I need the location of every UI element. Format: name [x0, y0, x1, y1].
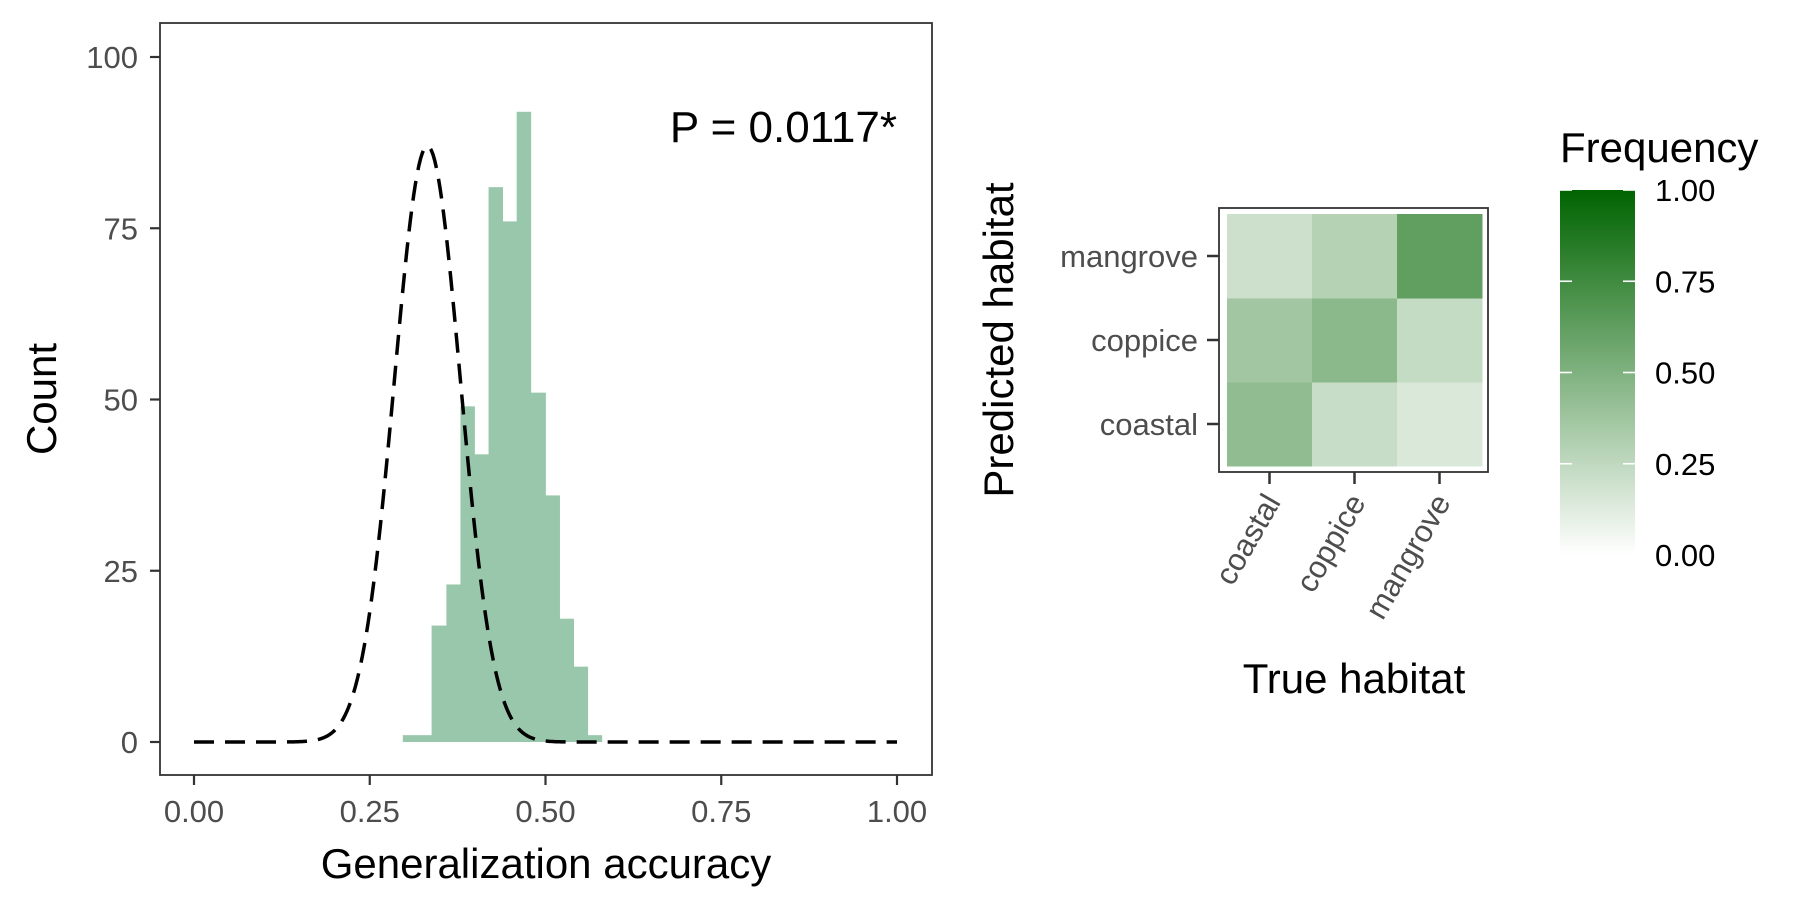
y-tick-label: 25 — [104, 554, 138, 589]
histogram-bar — [502, 221, 518, 742]
histogram-bar — [446, 584, 461, 742]
heatmap-cell — [1397, 298, 1483, 383]
histogram-y-axis: 0 25 50 75 100 — [86, 40, 160, 760]
histogram-x-axis-title: Generalization accuracy — [321, 840, 772, 887]
x-tick-label: 0.00 — [164, 794, 224, 829]
x-tick-label: 0.50 — [515, 794, 575, 829]
y-tick-label: 0 — [121, 725, 138, 760]
y-tick-label: 100 — [86, 40, 138, 75]
heatmap-cell — [1397, 382, 1483, 467]
histogram-bar — [587, 735, 603, 742]
density-curve — [194, 144, 897, 744]
heatmap-cell — [1227, 298, 1313, 383]
legend-tick-label: 0.00 — [1655, 538, 1715, 573]
histogram-bar — [545, 495, 560, 742]
heatmap-y-axis: coastal coppice mangrove — [1060, 239, 1219, 442]
heatmap-y-axis-title: Predicted habitat — [975, 182, 1022, 498]
heatmap-cell — [1312, 298, 1398, 383]
heatmap-cell — [1227, 382, 1313, 467]
legend-colorbar — [1560, 190, 1635, 555]
legend-tick-label: 0.50 — [1655, 356, 1715, 391]
histogram-annotation: P = 0.0117* — [670, 103, 897, 152]
histogram-bar — [516, 111, 532, 743]
x-tick-label: 0.75 — [691, 794, 751, 829]
histogram-bar — [488, 187, 504, 742]
heatmap-cells — [1227, 214, 1483, 467]
y-tick-label: 50 — [104, 383, 138, 418]
histogram-bar — [402, 735, 433, 742]
histogram-bar — [431, 625, 447, 742]
x-tick-label: 1.00 — [867, 794, 927, 829]
legend-ticks: 0.00 0.25 0.50 0.75 1.00 — [1560, 173, 1715, 573]
x-tick-label: 0.25 — [340, 794, 400, 829]
histogram-x-axis: 0.00 0.25 0.50 0.75 1.00 — [164, 775, 927, 829]
histogram-y-axis-title: Count — [18, 343, 65, 455]
legend-tick-label: 0.25 — [1655, 447, 1715, 482]
heatmap-y-tick-label: mangrove — [1060, 239, 1198, 274]
histogram-panel: 0.00 0.25 0.50 0.75 1.00 0 25 50 75 100 P = 0.01… — [18, 22, 933, 887]
histogram-bar — [573, 666, 589, 742]
legend-title: Frequency — [1560, 124, 1758, 171]
heatmap-cell — [1397, 214, 1483, 299]
histogram-bars — [402, 111, 603, 743]
heatmap-x-tick-label: coastal — [1208, 488, 1287, 591]
heatmap-x-axis-title: True habitat — [1243, 655, 1466, 702]
heatmap-cell — [1312, 382, 1398, 467]
y-tick-label: 75 — [104, 211, 138, 246]
frequency-legend: Frequency 0.00 0.25 0.50 0.75 1.00 — [1560, 124, 1758, 573]
heatmap-cell — [1312, 214, 1398, 299]
legend-tick-label: 1.00 — [1655, 173, 1715, 208]
heatmap-x-tick-label: mangrove — [1358, 488, 1457, 625]
histogram-bar — [530, 392, 546, 742]
heatmap-x-tick-label: coppice — [1289, 488, 1373, 598]
histogram-bar — [559, 618, 575, 742]
heatmap-y-tick-label: coppice — [1091, 323, 1198, 358]
heatmap-y-tick-label: coastal — [1100, 407, 1198, 442]
legend-tick-label: 0.75 — [1655, 264, 1715, 299]
heatmap-cell — [1227, 214, 1313, 299]
